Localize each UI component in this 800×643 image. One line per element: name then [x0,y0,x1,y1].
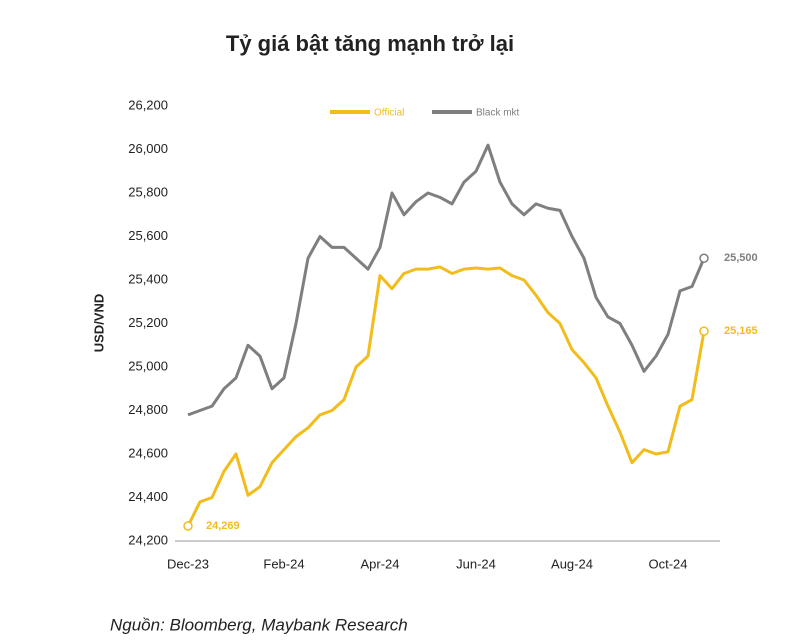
x-tick-label: Oct-24 [648,556,687,571]
y-tick-label: 24,200 [128,532,168,547]
y-tick-label: 25,800 [128,184,168,199]
x-tick-label: Feb-24 [263,556,304,571]
y-tick-label: 25,200 [128,315,168,330]
data-label: 25,500 [724,252,758,264]
point-marker [699,326,709,336]
y-axis-label: USD/VND [91,294,106,353]
data-label: 24,269 [206,520,240,532]
x-tick-label: Apr-24 [360,556,399,571]
y-tick-label: 24,400 [128,489,168,504]
x-tick-label: Aug-24 [551,556,593,571]
y-tick-label: 25,000 [128,358,168,373]
y-tick-label: 25,400 [128,271,168,286]
series-line [186,265,706,527]
y-tick-label: 24,600 [128,445,168,460]
legend-label: Official [374,108,404,119]
y-tick-label: 24,800 [128,402,168,417]
point-marker [183,521,193,531]
x-tick-label: Dec-23 [167,556,209,571]
data-label: 25,165 [724,325,758,337]
x-tick-label: Jun-24 [456,556,496,571]
point-marker [699,253,709,263]
y-tick-label: 25,600 [128,228,168,243]
y-tick-label: 26,200 [128,97,168,112]
legend-label: Black mkt [476,108,520,119]
y-tick-label: 26,000 [128,141,168,156]
source-note: Nguồn: Bloomberg, Maybank Research [110,615,408,634]
chart-title: Tỷ giá bật tăng mạnh trở lại [226,31,514,56]
series-line [187,143,706,417]
